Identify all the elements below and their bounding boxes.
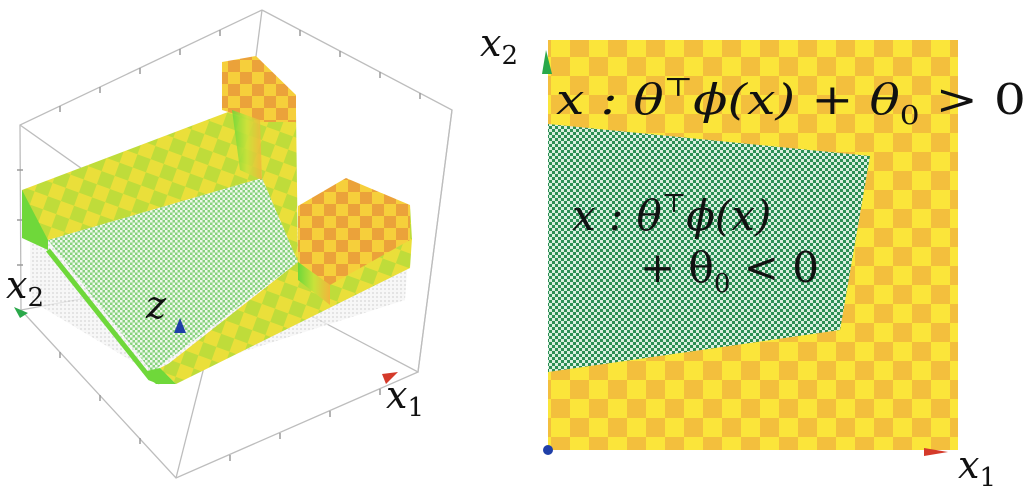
- right-x1-label: x1: [958, 443, 996, 493]
- right-x2-label: x2: [480, 21, 518, 71]
- negative-region-surface: [48, 178, 298, 372]
- step-wall-front: [298, 262, 330, 305]
- x1-axis-marker: [382, 372, 398, 384]
- x2-axis-arrow: [542, 50, 552, 74]
- raised-step-right: [298, 178, 410, 285]
- positive-region-surface: [22, 112, 262, 240]
- step-wall-left: [22, 190, 48, 250]
- x2-axis-marker: [14, 307, 28, 318]
- positive-region-surface-right: [258, 112, 298, 262]
- raised-step-top: [222, 56, 296, 122]
- negative-region-formula-line1: x : θ⊤ϕ(x): [572, 189, 771, 240]
- negative-region-formula-line2: + θ0 < 0: [640, 243, 819, 299]
- left-z-label: z: [145, 283, 167, 327]
- box-ticks: [17, 30, 421, 461]
- x1-axis-arrow: [924, 448, 948, 456]
- origin-marker: [543, 445, 553, 455]
- surface-edge-ribbon: [46, 248, 161, 385]
- negative-region: [548, 124, 870, 372]
- left-x2-label: x2: [6, 263, 44, 313]
- step-wall-inner: [232, 110, 262, 180]
- z-axis-marker: [174, 318, 186, 333]
- positive-region-surface-bottom: [160, 238, 412, 384]
- step-wall-bottom: [142, 368, 176, 384]
- left-x1-label: x1: [386, 373, 424, 423]
- left-3d-panel: x1 x2 z: [6, 9, 453, 479]
